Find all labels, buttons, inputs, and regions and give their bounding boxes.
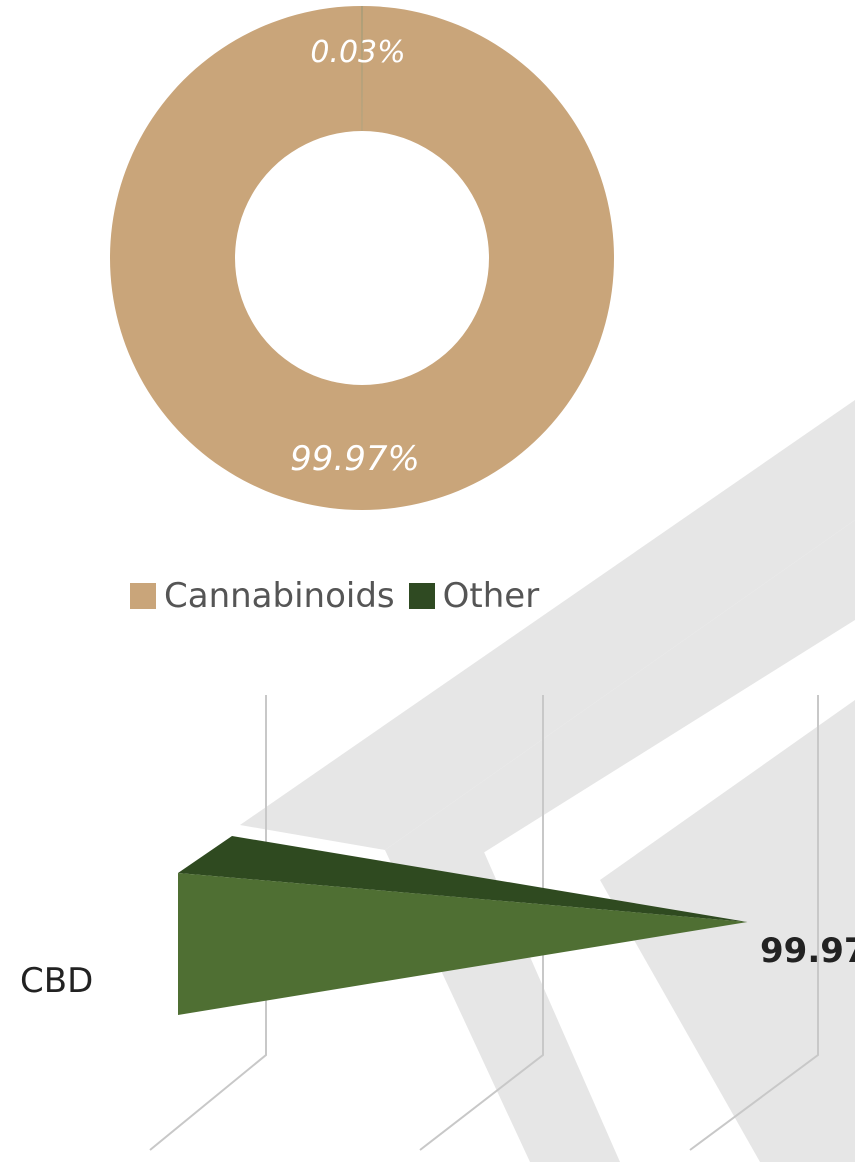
legend-item-other: Other bbox=[408, 576, 540, 616]
bar-marks bbox=[178, 836, 748, 1015]
gridline-3 bbox=[689, 695, 819, 1151]
bar-front-face bbox=[178, 873, 748, 1015]
legend-label-other: Other bbox=[442, 576, 540, 616]
bar-top-face bbox=[178, 836, 748, 922]
legend-item-cannabinoids: Cannabinoids bbox=[130, 576, 395, 616]
slice-label-other: 0.03% bbox=[310, 35, 405, 70]
gridlines bbox=[149, 695, 819, 1151]
legend-label-cannabinoids: Cannabinoids bbox=[164, 576, 395, 616]
donut-slice-cannabinoids bbox=[109, 6, 614, 510]
chart-legend: Cannabinoids Other bbox=[130, 572, 553, 620]
gridline-1 bbox=[149, 695, 267, 1151]
donut-chart: 0.03% 99.97% bbox=[109, 6, 614, 510]
slice-label-cannabinoids: 99.97% bbox=[290, 439, 420, 479]
legend-swatch-cannabinoids bbox=[130, 583, 156, 609]
bar-chart: CBD 99.97 bbox=[20, 695, 855, 1151]
bar-data-label: 99.97 bbox=[760, 931, 855, 971]
legend-swatch-other bbox=[408, 583, 435, 609]
gridline-2 bbox=[419, 695, 544, 1151]
donut-slices bbox=[109, 6, 614, 510]
category-label-cbd: CBD bbox=[20, 961, 93, 1001]
